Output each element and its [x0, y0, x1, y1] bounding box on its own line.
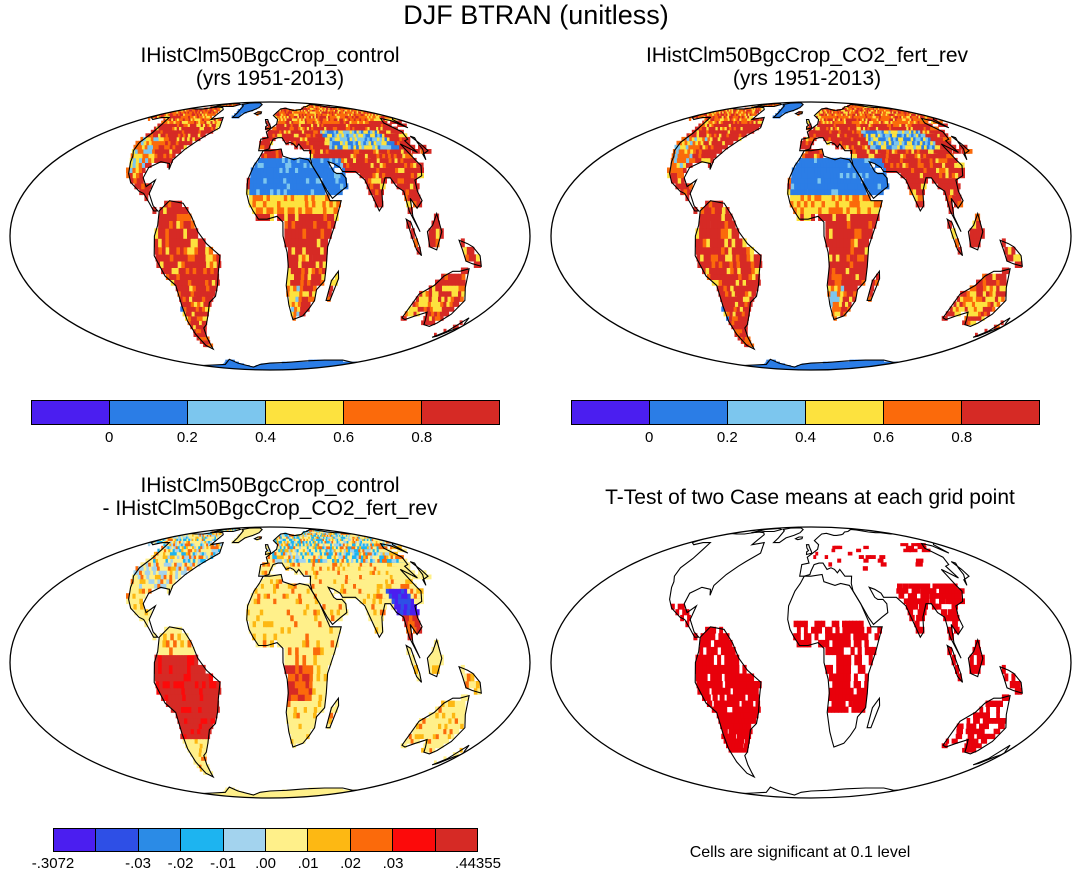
colorbar-difference-labels: -.3072 -.03 -.02 -.01 .00 .01 .02 .03 .44355 — [32, 855, 501, 873]
colorbar-box — [806, 401, 884, 424]
colorbar-box — [308, 829, 351, 851]
colorbar-box — [350, 829, 394, 851]
colorbar-box — [110, 401, 188, 424]
main-title: DJF BTRAN (unitless) — [403, 0, 669, 30]
colorbar-tick-label: .44355 — [455, 855, 501, 872]
colorbar-box — [266, 401, 344, 424]
coastlines — [128, 102, 482, 370]
colorbar-tick-label: 0.4 — [795, 429, 816, 446]
colorbar-tick-label: 0.6 — [333, 429, 355, 446]
map-cells — [126, 528, 482, 798]
map-co2-fert-rev — [550, 101, 1072, 371]
colorbar-box — [728, 401, 806, 424]
map-control — [9, 101, 531, 371]
panel-title-control: IHistClm50BgcCrop_control (yrs 1951-2013… — [140, 44, 400, 90]
colorbar-tick-label: 0.8 — [951, 429, 973, 446]
map-border — [9, 101, 531, 371]
colorbar-box — [422, 401, 499, 424]
map-ttest — [550, 526, 1072, 799]
panel-title-co2-fert-rev: IHistClm50BgcCrop_CO2_fert_rev (yrs 1951… — [645, 44, 969, 90]
colorbar-tick-label: 0 — [644, 429, 654, 446]
colorbar-tick-label: 0.2 — [716, 429, 738, 446]
colorbar-box — [266, 829, 309, 851]
colorbar-control-labels: 0 0.2 0.4 0.6 0.8 — [31, 429, 500, 449]
colorbar-box — [188, 401, 266, 424]
colorbar-box — [435, 829, 478, 851]
colorbar-tick-label: .00 — [255, 855, 276, 872]
colorbar-control — [31, 400, 500, 425]
map-border — [9, 526, 531, 799]
colorbar-tick-label: 0.8 — [411, 429, 433, 446]
colorbar-box — [54, 829, 97, 851]
colorbar-box — [962, 401, 1039, 424]
map-difference — [9, 526, 531, 799]
colorbar-tick-label: 0.2 — [176, 429, 198, 446]
colorbar-co2-fert-rev — [571, 400, 1040, 425]
map-border — [550, 526, 1072, 799]
map-border — [550, 101, 1072, 371]
panel-title-difference: IHistClm50BgcCrop_control - IHistClm50Bg… — [102, 474, 438, 520]
colorbar-co2-fert-rev-labels: 0 0.2 0.4 0.6 0.8 — [571, 429, 1040, 449]
colorbar-box — [96, 829, 139, 851]
colorbar-tick-label: -.3072 — [31, 855, 75, 872]
colorbar-box — [572, 401, 650, 424]
coastlines — [669, 102, 1023, 370]
colorbar-box — [344, 401, 422, 424]
colorbar-box — [138, 829, 182, 851]
colorbar-tick-label: .03 — [382, 855, 404, 872]
colorbar-tick-label: .02 — [340, 855, 361, 872]
colorbar-box — [223, 829, 267, 851]
colorbar-box — [32, 401, 110, 424]
coastlines — [128, 527, 482, 798]
colorbar-box — [650, 401, 728, 424]
colorbar-box — [393, 829, 436, 851]
map-cells — [671, 543, 1023, 753]
colorbar-box — [884, 401, 962, 424]
colorbar-tick-label: 0.6 — [873, 429, 895, 446]
panel-title-ttest: T-Test of two Case means at each grid po… — [605, 486, 1015, 509]
colorbar-tick-label: -.03 — [125, 855, 151, 872]
colorbar-tick-label: -.02 — [167, 855, 194, 872]
colorbar-tick-label: 0 — [104, 429, 114, 446]
colorbar-tick-label: 0.4 — [255, 429, 276, 446]
colorbar-box — [181, 829, 224, 851]
ttest-note: Cells are significant at 0.1 level — [689, 844, 911, 861]
colorbar-tick-label: -.01 — [210, 855, 236, 872]
colorbar-tick-label: .01 — [297, 855, 319, 872]
colorbar-difference — [53, 828, 478, 852]
